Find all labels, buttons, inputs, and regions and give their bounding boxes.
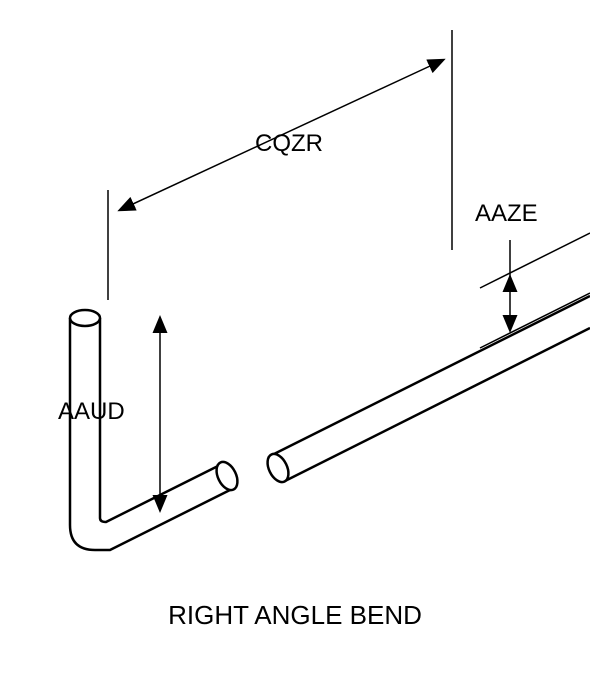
technical-diagram xyxy=(0,0,590,697)
rod-shape xyxy=(70,296,590,550)
dimension-cqzr xyxy=(108,30,452,300)
dimension-aaze xyxy=(480,233,590,348)
label-aaud: AAUD xyxy=(58,398,125,426)
label-aaze: AAZE xyxy=(475,200,538,228)
diagram-container: CQZR AAZE AAUD RIGHT ANGLE BEND xyxy=(0,0,590,697)
label-cqzr: CQZR xyxy=(255,130,323,158)
diagram-title: RIGHT ANGLE BEND xyxy=(0,600,590,631)
